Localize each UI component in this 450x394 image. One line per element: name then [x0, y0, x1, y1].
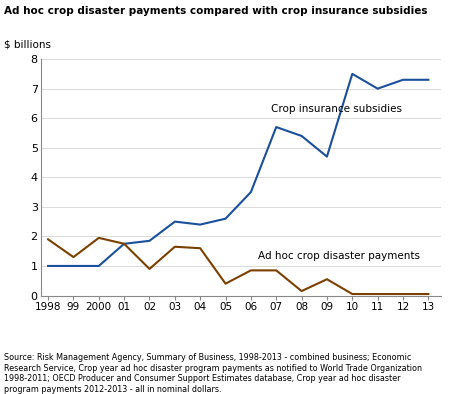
- Text: Ad hoc crop disaster payments: Ad hoc crop disaster payments: [258, 251, 420, 260]
- Text: Ad hoc crop disaster payments compared with crop insurance subsidies: Ad hoc crop disaster payments compared w…: [4, 6, 428, 16]
- Text: Source: Risk Management Agency, Summary of Business, 1998-2013 - combined busine: Source: Risk Management Agency, Summary …: [4, 353, 423, 394]
- Text: $ billions: $ billions: [4, 40, 51, 50]
- Text: Crop insurance subsidies: Crop insurance subsidies: [271, 104, 402, 114]
